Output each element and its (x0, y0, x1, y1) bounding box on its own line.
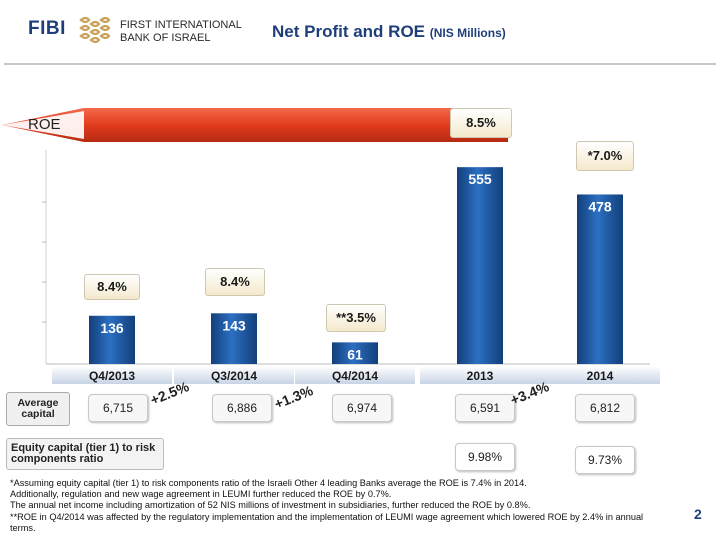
category-label: Q3/2014 (211, 369, 257, 383)
equity-ratio-2014: 9.73% (575, 446, 635, 474)
bar-value-label: 478 (588, 198, 612, 214)
roe-box-2013: 8.5% (450, 108, 512, 138)
category-band (420, 366, 540, 384)
footnote-line: Additionally, regulation and new wage ag… (10, 489, 392, 500)
header-divider (4, 63, 716, 65)
category-band (174, 366, 294, 384)
bank-name: FIRST INTERNATIONAL BANK OF ISRAEL (120, 19, 242, 45)
roe-banner-arrow (2, 108, 508, 142)
avg-capital-q4-2013: 6,715 (88, 394, 148, 422)
bar-q3-2014 (211, 313, 257, 364)
average-capital-label: Average capital (6, 392, 70, 426)
footnote-line: terms. (10, 522, 36, 533)
page-number: 2 (694, 506, 702, 522)
bar-q4-2014 (332, 342, 378, 364)
average-capital-label-line2: capital (21, 408, 55, 420)
bar-2013 (457, 167, 503, 364)
logo-wordmark: FIBI (28, 18, 66, 39)
avg-capital-2014: 6,812 (575, 394, 635, 422)
avg-capital-2013: 6,591 (455, 394, 515, 422)
category-band (52, 366, 172, 384)
footnote-line: **ROE in Q4/2014 was affected by the reg… (10, 511, 644, 522)
roe-label: ROE (28, 116, 61, 133)
roe-box-q3-2014: 8.4% (205, 268, 265, 296)
footnote-line: *Assuming equity capital (tier 1) to ris… (10, 478, 527, 488)
title-main: Net Profit and ROE (272, 22, 426, 41)
category-band (295, 366, 415, 384)
footnotes: *Assuming equity capital (tier 1) to ris… (10, 478, 710, 534)
equity-ratio-2013: 9.98% (455, 443, 515, 471)
footnote-line: The annual net income including amortiza… (10, 500, 531, 511)
title-sub: (NIS Millions) (429, 26, 506, 40)
equity-ratio-label-line1: Equity capital (tier 1) to risk (11, 442, 156, 454)
bank-name-line2: BANK OF ISRAEL (120, 32, 211, 44)
roe-box-q4-2014: **3.5% (326, 304, 386, 332)
category-label: Q4/2013 (89, 369, 135, 383)
y-axis-ticks (42, 201, 46, 323)
bar-2014 (577, 194, 623, 364)
bar-value-label: 136 (100, 320, 124, 336)
bar-value-label: 143 (222, 317, 246, 333)
equity-ratio-label-line2: components ratio (11, 453, 104, 465)
roe-box-q4-2013: 8.4% (84, 274, 140, 300)
roe-box-2014: *7.0% (576, 141, 634, 171)
equity-ratio-label: Equity capital (tier 1) to risk componen… (6, 438, 164, 470)
avg-capital-q3-2014: 6,886 (212, 394, 272, 422)
average-capital-label-line1: Average (17, 397, 59, 409)
bar-value-label: 555 (468, 171, 492, 187)
category-label: 2014 (587, 369, 614, 383)
category-label: Q4/2014 (332, 369, 378, 383)
bank-logo-icon (79, 16, 111, 44)
bank-name-line1: FIRST INTERNATIONAL (120, 19, 242, 31)
avg-capital-q4-2014: 6,974 (332, 394, 392, 422)
bar-q4-2013 (89, 315, 135, 364)
page-title: Net Profit and ROE (NIS Millions) (272, 22, 506, 42)
category-label: 2013 (467, 369, 494, 383)
category-band (540, 366, 660, 384)
bar-value-label: 61 (347, 346, 363, 362)
